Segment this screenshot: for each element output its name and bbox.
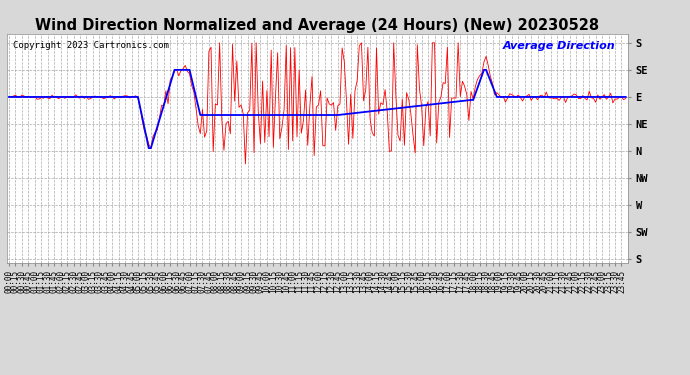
Title: Wind Direction Normalized and Average (24 Hours) (New) 20230528: Wind Direction Normalized and Average (2… [35, 18, 600, 33]
Text: Copyright 2023 Cartronics.com: Copyright 2023 Cartronics.com [13, 40, 169, 50]
Text: Average Direction: Average Direction [503, 40, 615, 51]
